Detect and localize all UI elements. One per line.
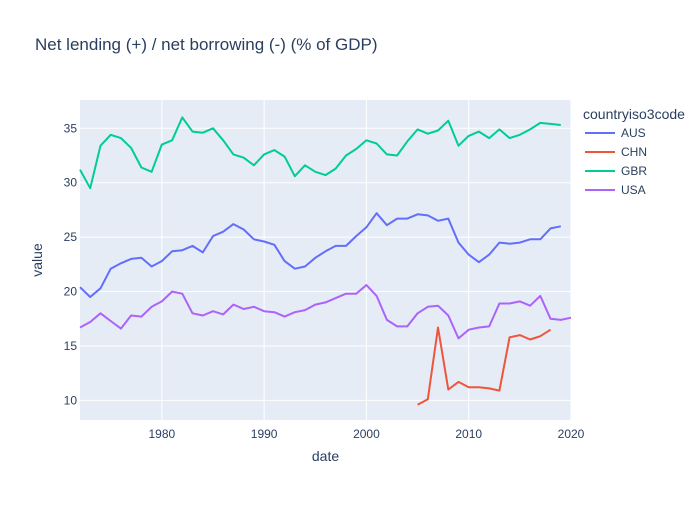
x-tick-label: 2010 bbox=[455, 427, 482, 441]
x-tick-label: 2000 bbox=[353, 427, 380, 441]
legend-label: USA bbox=[621, 183, 646, 197]
plot-background bbox=[80, 100, 571, 420]
y-axis-title: value bbox=[29, 243, 45, 277]
x-tick-label: 2020 bbox=[558, 427, 585, 441]
legend-label: CHN bbox=[621, 145, 647, 159]
legend-label: AUS bbox=[621, 126, 646, 140]
y-tick-label: 10 bbox=[64, 393, 78, 407]
x-tick-label: 1980 bbox=[148, 427, 175, 441]
chart-title: Net lending (+) / net borrowing (-) (% o… bbox=[35, 35, 377, 54]
legend-label: GBR bbox=[621, 164, 647, 178]
y-tick-label: 25 bbox=[64, 230, 78, 244]
x-tick-label: 1990 bbox=[251, 427, 278, 441]
series-line-usa[interactable] bbox=[79, 284, 572, 340]
legend-item-gbr[interactable]: GBR bbox=[585, 164, 647, 178]
series-line-chn[interactable] bbox=[417, 326, 552, 406]
legend-item-usa[interactable]: USA bbox=[585, 183, 646, 197]
x-axis-title: date bbox=[312, 448, 339, 464]
legend-item-aus[interactable]: AUS bbox=[585, 126, 646, 140]
series-line-gbr[interactable] bbox=[79, 116, 561, 190]
tick-labels: 1980 1990 2000 2010 2020 10 15 20 25 30 35 bbox=[64, 121, 585, 441]
legend-item-chn[interactable]: CHN bbox=[585, 145, 647, 159]
series-group bbox=[79, 116, 572, 406]
y-tick-label: 30 bbox=[64, 176, 78, 190]
legend-title: countryiso3code bbox=[583, 106, 685, 122]
legend[interactable]: countryiso3code AUS CHN GBR USA bbox=[583, 106, 685, 197]
y-tick-label: 20 bbox=[64, 285, 78, 299]
y-tick-label: 35 bbox=[64, 121, 78, 135]
y-tick-label: 15 bbox=[64, 339, 78, 353]
series-line-aus[interactable] bbox=[79, 212, 561, 298]
